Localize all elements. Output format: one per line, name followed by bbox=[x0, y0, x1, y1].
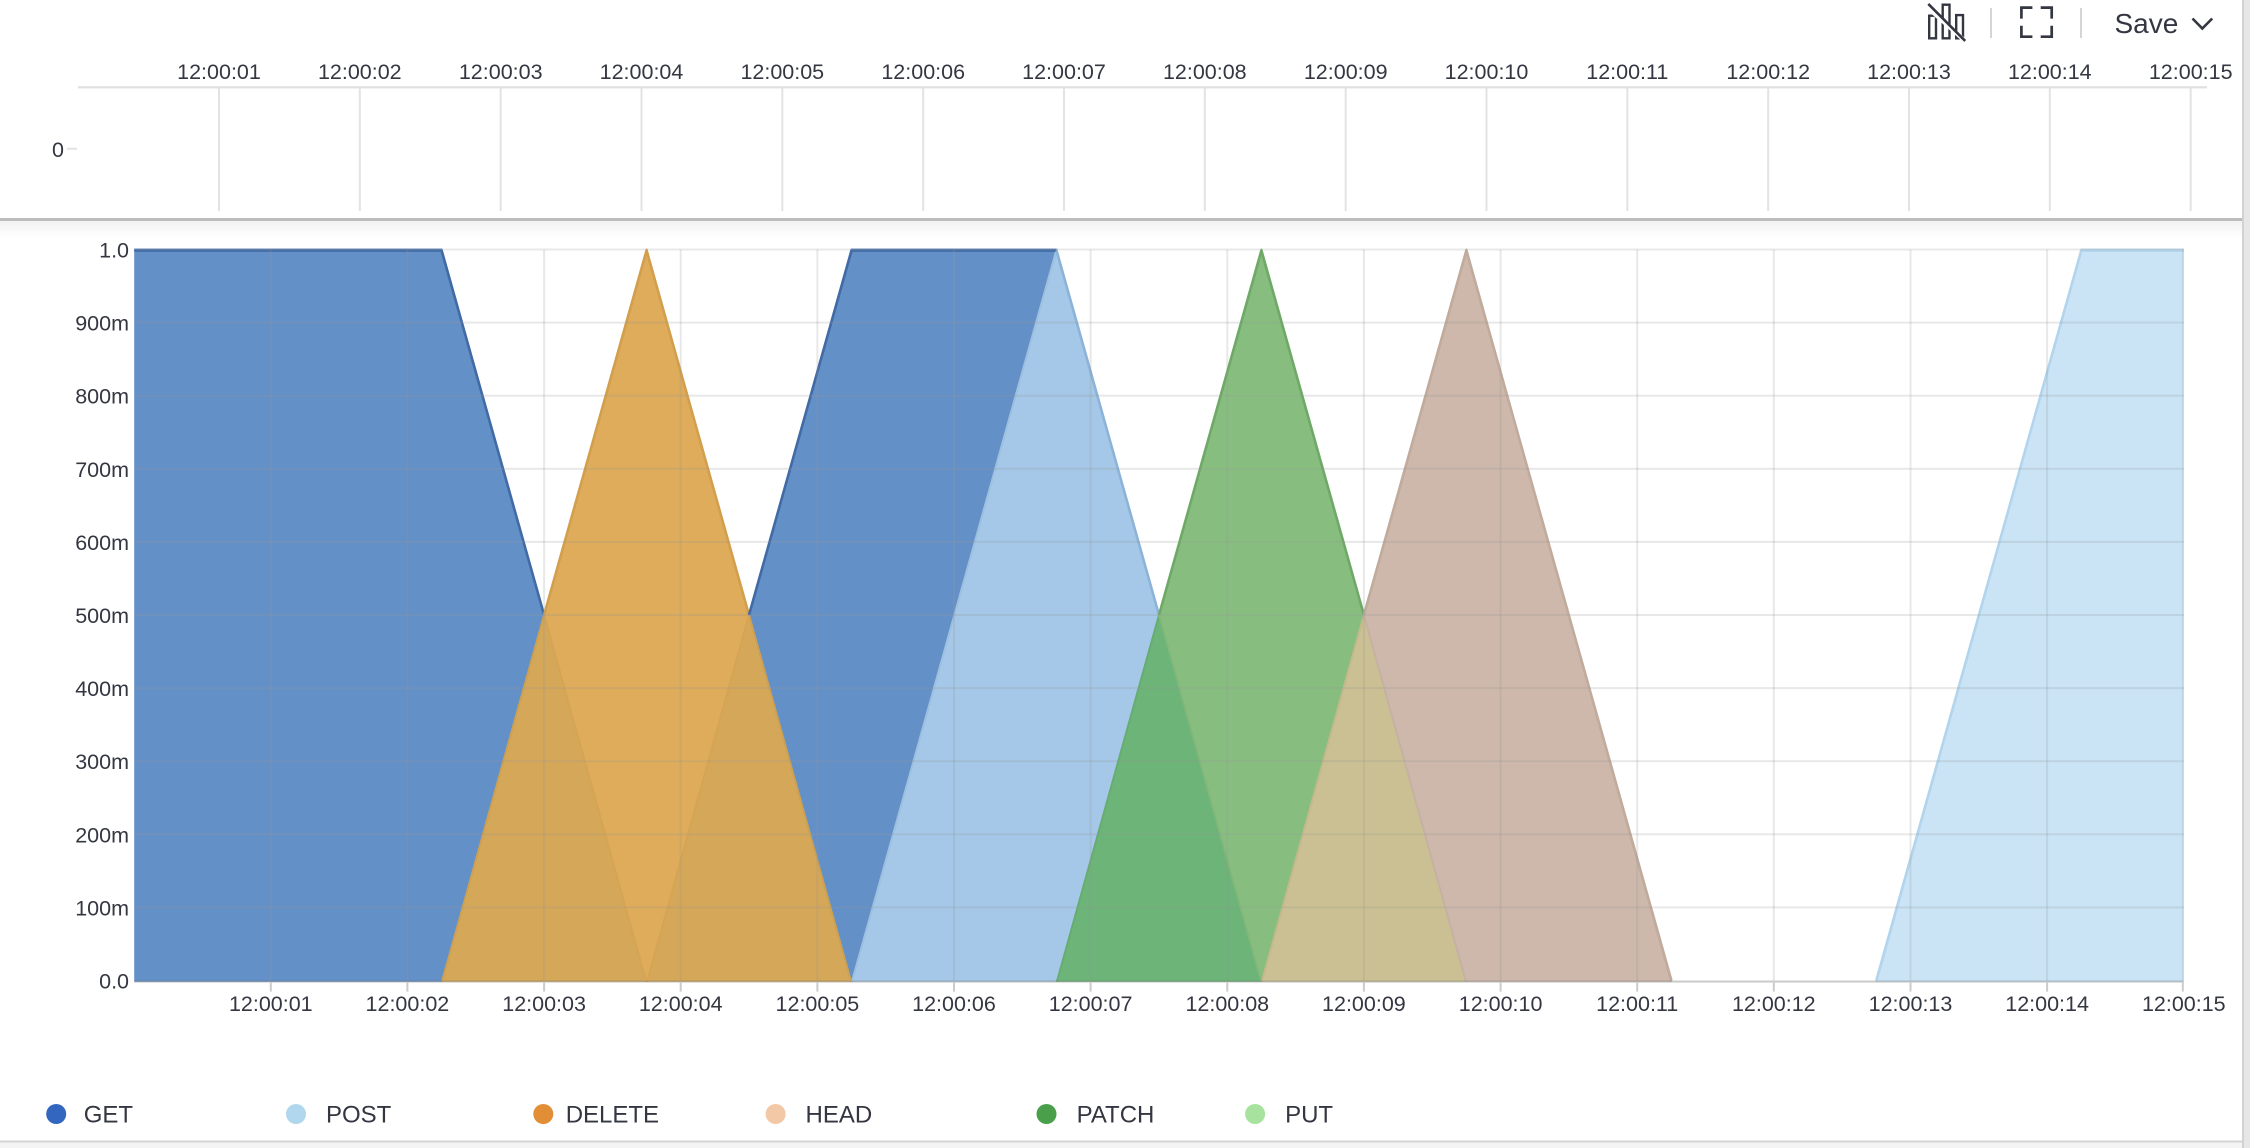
svg-text:12:00:10: 12:00:10 bbox=[1445, 60, 1529, 84]
svg-text:12:00:09: 12:00:09 bbox=[1304, 60, 1388, 84]
svg-text:PATCH: PATCH bbox=[1077, 1102, 1155, 1129]
svg-text:POST: POST bbox=[326, 1102, 392, 1129]
svg-text:12:00:02: 12:00:02 bbox=[366, 992, 450, 1016]
svg-text:12:00:13: 12:00:13 bbox=[1869, 992, 1953, 1016]
svg-text:12:00:06: 12:00:06 bbox=[912, 992, 996, 1016]
svg-text:0.0: 0.0 bbox=[99, 970, 129, 994]
svg-text:12:00:13: 12:00:13 bbox=[1867, 60, 1951, 84]
svg-text:0: 0 bbox=[52, 138, 64, 162]
svg-text:PUT: PUT bbox=[1285, 1102, 1333, 1129]
svg-text:DELETE: DELETE bbox=[566, 1102, 659, 1129]
svg-text:12:00:14: 12:00:14 bbox=[2005, 992, 2089, 1016]
svg-text:12:00:03: 12:00:03 bbox=[502, 992, 586, 1016]
svg-text:12:00:04: 12:00:04 bbox=[639, 992, 723, 1016]
svg-text:12:00:10: 12:00:10 bbox=[1459, 992, 1543, 1016]
svg-text:HEAD: HEAD bbox=[806, 1102, 873, 1129]
svg-text:12:00:07: 12:00:07 bbox=[1022, 60, 1106, 84]
svg-text:300m: 300m bbox=[75, 750, 129, 774]
svg-text:12:00:15: 12:00:15 bbox=[2149, 60, 2233, 84]
svg-text:12:00:05: 12:00:05 bbox=[776, 992, 860, 1016]
svg-text:12:00:01: 12:00:01 bbox=[229, 992, 313, 1016]
svg-text:500m: 500m bbox=[75, 604, 129, 628]
svg-text:12:00:08: 12:00:08 bbox=[1185, 992, 1269, 1016]
svg-text:12:00:12: 12:00:12 bbox=[1726, 60, 1810, 84]
svg-text:12:00:01: 12:00:01 bbox=[177, 60, 261, 84]
svg-text:12:00:02: 12:00:02 bbox=[318, 60, 402, 84]
svg-text:Save: Save bbox=[2115, 8, 2179, 39]
svg-text:800m: 800m bbox=[75, 385, 129, 409]
svg-text:12:00:12: 12:00:12 bbox=[1732, 992, 1816, 1016]
svg-text:12:00:04: 12:00:04 bbox=[600, 60, 684, 84]
svg-text:700m: 700m bbox=[75, 458, 129, 482]
svg-text:200m: 200m bbox=[75, 823, 129, 847]
svg-text:12:00:14: 12:00:14 bbox=[2008, 60, 2092, 84]
svg-text:600m: 600m bbox=[75, 531, 129, 555]
svg-text:12:00:08: 12:00:08 bbox=[1163, 60, 1247, 84]
svg-text:12:00:05: 12:00:05 bbox=[740, 60, 824, 84]
svg-text:12:00:11: 12:00:11 bbox=[1596, 992, 1678, 1016]
svg-text:1.0: 1.0 bbox=[99, 239, 129, 263]
svg-text:12:00:07: 12:00:07 bbox=[1049, 992, 1133, 1016]
svg-text:12:00:11: 12:00:11 bbox=[1586, 60, 1668, 84]
svg-text:100m: 100m bbox=[75, 896, 129, 920]
svg-text:12:00:06: 12:00:06 bbox=[881, 60, 965, 84]
svg-text:900m: 900m bbox=[75, 312, 129, 336]
svg-text:12:00:15: 12:00:15 bbox=[2142, 992, 2226, 1016]
svg-text:400m: 400m bbox=[75, 677, 129, 701]
svg-text:12:00:03: 12:00:03 bbox=[459, 60, 543, 84]
svg-text:12:00:09: 12:00:09 bbox=[1322, 992, 1406, 1016]
svg-text:GET: GET bbox=[84, 1102, 134, 1129]
